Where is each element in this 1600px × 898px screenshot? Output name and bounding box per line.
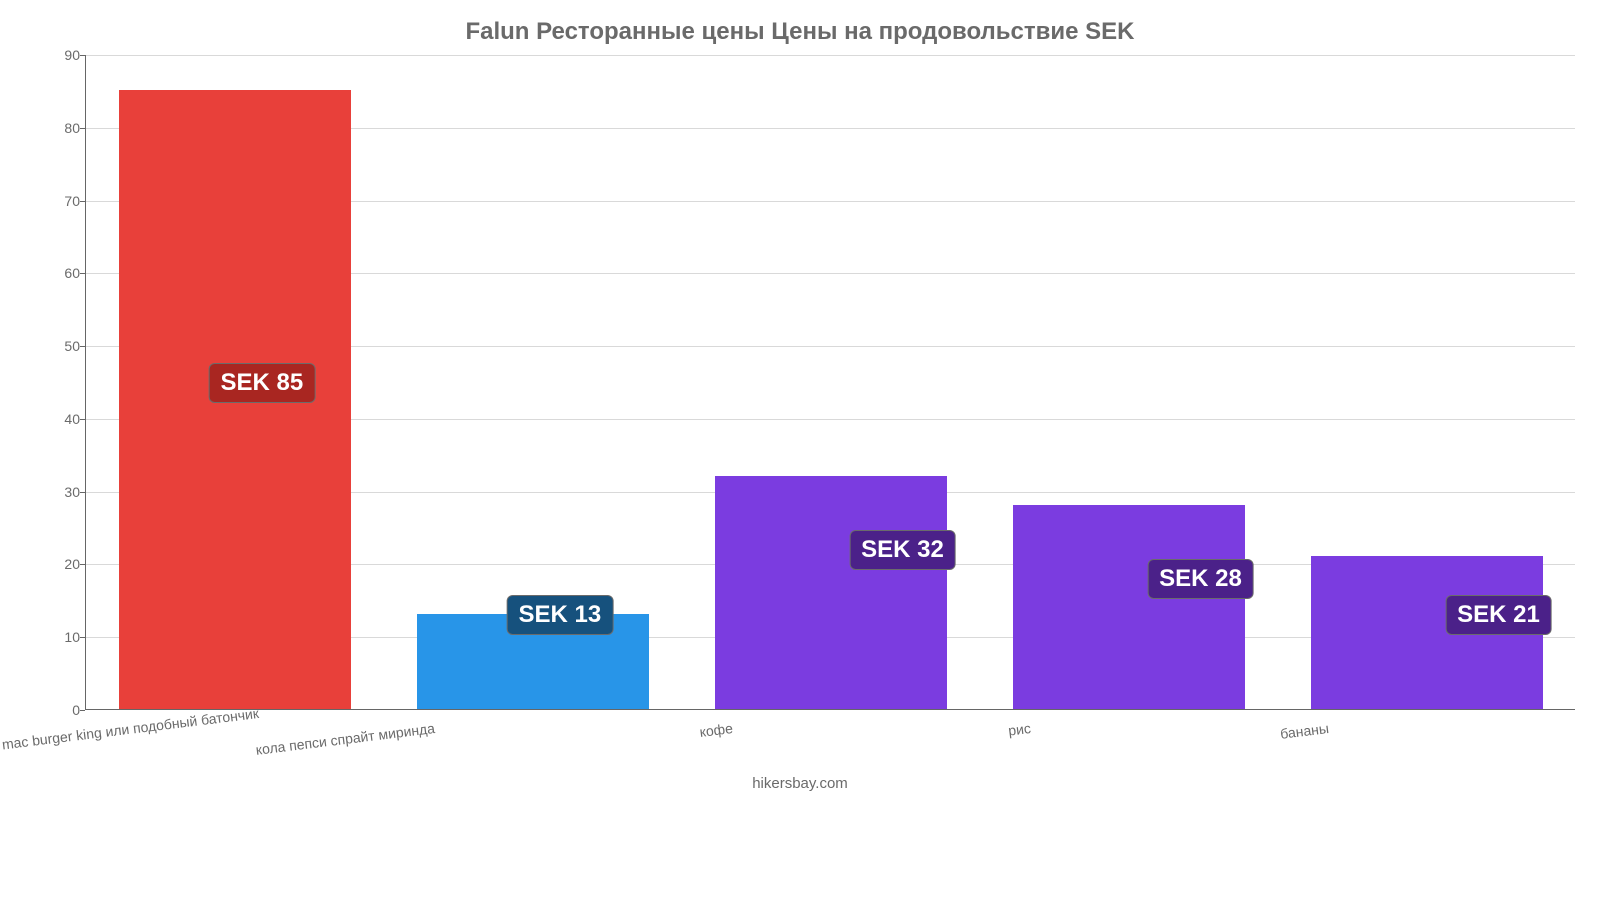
gridline <box>86 55 1575 56</box>
ytick-mark <box>80 128 85 129</box>
ytick-mark <box>80 710 85 711</box>
ytick-mark <box>80 346 85 347</box>
ytick-mark <box>80 492 85 493</box>
xtick-label: mac burger king или подобный батончик <box>1 720 138 752</box>
bar-value-label: SEK 85 <box>208 363 315 403</box>
ytick-label: 60 <box>64 265 80 281</box>
ytick-label: 30 <box>64 484 80 500</box>
ytick-label: 70 <box>64 193 80 209</box>
ytick-mark <box>80 419 85 420</box>
plot-area: SEK 85 SEK 13 SEK 32 SEK 28 SEK 21 <box>85 55 1575 710</box>
ytick-label: 10 <box>64 629 80 645</box>
bar-value-label: SEK 13 <box>506 595 613 635</box>
ytick-mark <box>80 55 85 56</box>
ytick-label: 0 <box>72 702 80 718</box>
ytick-label: 40 <box>64 411 80 427</box>
ytick-mark <box>80 201 85 202</box>
bar-value-label: SEK 21 <box>1445 595 1552 635</box>
chart-title: Falun Ресторанные цены Цены на продоволь… <box>0 18 1600 46</box>
ytick-label: 20 <box>64 556 80 572</box>
ytick-mark <box>80 637 85 638</box>
bar-value-label: SEK 32 <box>849 530 956 570</box>
ytick-label: 80 <box>64 120 80 136</box>
ytick-label: 50 <box>64 338 80 354</box>
bar-value-label: SEK 28 <box>1147 559 1254 599</box>
ytick-mark <box>80 564 85 565</box>
ytick-mark <box>80 273 85 274</box>
bar <box>715 476 947 709</box>
bar-chart: Falun Ресторанные цены Цены на продоволь… <box>0 0 1600 800</box>
ytick-label: 90 <box>64 47 80 63</box>
bar <box>1013 505 1245 709</box>
